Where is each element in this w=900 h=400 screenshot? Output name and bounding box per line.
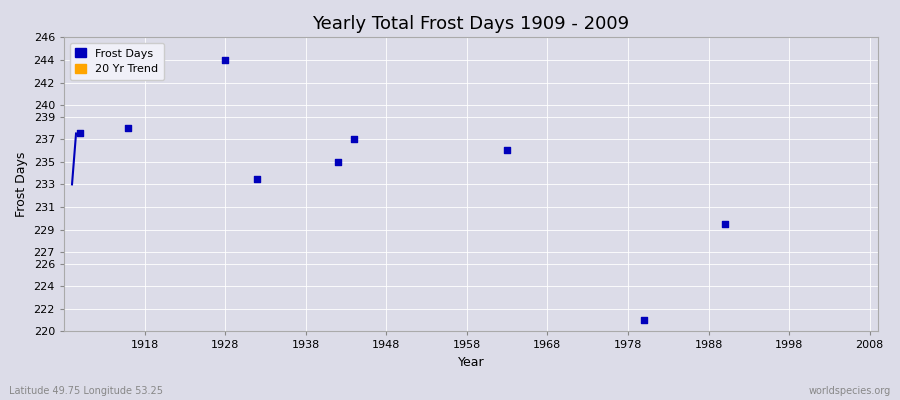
Frost Days	[73, 130, 87, 137]
Frost Days	[122, 125, 136, 131]
Text: worldspecies.org: worldspecies.org	[809, 386, 891, 396]
Line: 20 Yr Trend: 20 Yr Trend	[72, 134, 76, 184]
Text: Latitude 49.75 Longitude 53.25: Latitude 49.75 Longitude 53.25	[9, 386, 163, 396]
Y-axis label: Frost Days: Frost Days	[15, 152, 28, 217]
Frost Days	[637, 317, 652, 323]
Title: Yearly Total Frost Days 1909 - 2009: Yearly Total Frost Days 1909 - 2009	[312, 15, 629, 33]
20 Yr Trend	[70, 131, 81, 136]
Frost Days	[717, 221, 732, 227]
Frost Days	[218, 57, 232, 63]
Frost Days	[250, 176, 265, 182]
20 Yr Trend	[67, 182, 77, 187]
X-axis label: Year: Year	[457, 356, 484, 369]
Frost Days	[500, 147, 514, 154]
Frost Days	[330, 158, 345, 165]
Frost Days	[346, 136, 361, 142]
Legend: Frost Days, 20 Yr Trend: Frost Days, 20 Yr Trend	[69, 43, 164, 80]
